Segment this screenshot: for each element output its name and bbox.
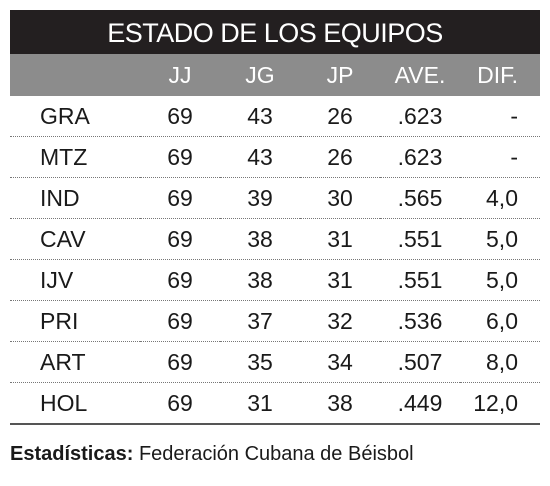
stat-cell: .623 bbox=[380, 136, 460, 178]
table-row: ART 69 35 34.507 8,0 bbox=[10, 341, 540, 383]
standings-panel: ESTADO DE LOS EQUIPOS JJ JG JP AVE. DIF. GRA… bbox=[10, 10, 540, 466]
stat-cell: 6,0 bbox=[460, 300, 540, 342]
column-header: JG bbox=[220, 54, 300, 96]
stat-cell: 31 bbox=[300, 218, 380, 260]
team-cell: IND bbox=[10, 177, 140, 219]
stat-cell: 69 bbox=[140, 300, 220, 342]
stat-cell: .551 bbox=[380, 218, 460, 260]
stat-cell: 35 bbox=[220, 341, 300, 383]
header-row: JJ JG JP AVE. DIF. bbox=[10, 54, 540, 96]
team-cell: PRI bbox=[10, 300, 140, 342]
stat-cell: 38 bbox=[300, 382, 380, 425]
stat-cell: 32 bbox=[300, 300, 380, 342]
stat-cell: .536 bbox=[380, 300, 460, 342]
stat-cell: 69 bbox=[140, 177, 220, 219]
stat-cell: 38 bbox=[220, 218, 300, 260]
stat-cell: 5,0 bbox=[460, 259, 540, 301]
stat-cell: - bbox=[460, 96, 540, 137]
stat-cell: 31 bbox=[220, 382, 300, 425]
table-title: ESTADO DE LOS EQUIPOS bbox=[10, 10, 540, 54]
column-header: DIF. bbox=[460, 54, 540, 96]
standings-table: JJ JG JP AVE. DIF. GRA 69 43 26.623- MTZ 69 43 26.6… bbox=[10, 54, 540, 425]
stat-cell: .623 bbox=[380, 96, 460, 137]
stat-cell: 43 bbox=[220, 96, 300, 137]
stat-cell: 4,0 bbox=[460, 177, 540, 219]
stat-cell: 38 bbox=[220, 259, 300, 301]
stat-cell: 69 bbox=[140, 341, 220, 383]
stat-cell: .565 bbox=[380, 177, 460, 219]
stat-cell: 8,0 bbox=[460, 341, 540, 383]
team-cell: IJV bbox=[10, 259, 140, 301]
table-body: GRA 69 43 26.623- MTZ 69 43 26.623- IND 69 39 30.56… bbox=[10, 96, 540, 425]
stat-cell: 5,0 bbox=[460, 218, 540, 260]
table-row: GRA 69 43 26.623- bbox=[10, 96, 540, 137]
source-text: Federación Cubana de Béisbol bbox=[138, 443, 414, 465]
stat-cell: .449 bbox=[380, 382, 460, 425]
column-header bbox=[10, 54, 140, 96]
column-header: JP bbox=[300, 54, 380, 96]
stat-cell: 69 bbox=[140, 218, 220, 260]
stat-cell: 30 bbox=[300, 177, 380, 219]
table-row: HOL 69 31 38.449 12,0 bbox=[10, 382, 540, 425]
source-label: Estadísticas: bbox=[10, 443, 134, 465]
table-row: CAV 69 38 31.551 5,0 bbox=[10, 218, 540, 260]
stat-cell: 26 bbox=[300, 96, 380, 137]
stat-cell: .507 bbox=[380, 341, 460, 383]
stat-cell: 69 bbox=[140, 136, 220, 178]
column-header: JJ bbox=[140, 54, 220, 96]
team-cell: MTZ bbox=[10, 136, 140, 178]
stat-cell: 39 bbox=[220, 177, 300, 219]
stat-cell: 37 bbox=[220, 300, 300, 342]
team-cell: GRA bbox=[10, 96, 140, 137]
stat-cell: 31 bbox=[300, 259, 380, 301]
team-cell: CAV bbox=[10, 218, 140, 260]
stat-cell: .551 bbox=[380, 259, 460, 301]
stat-cell: 69 bbox=[140, 259, 220, 301]
table-row: IJV 69 38 31.551 5,0 bbox=[10, 259, 540, 301]
stat-cell: 69 bbox=[140, 382, 220, 425]
stat-cell: 43 bbox=[220, 136, 300, 178]
team-cell: ART bbox=[10, 341, 140, 383]
stat-cell: 26 bbox=[300, 136, 380, 178]
table-row: MTZ 69 43 26.623- bbox=[10, 136, 540, 178]
team-cell: HOL bbox=[10, 382, 140, 425]
table-row: IND 69 39 30.565 4,0 bbox=[10, 177, 540, 219]
stat-cell: - bbox=[460, 136, 540, 178]
source-note: Estadísticas: Federación Cubana de Béisb… bbox=[10, 443, 540, 466]
stat-cell: 12,0 bbox=[460, 382, 540, 425]
stat-cell: 34 bbox=[300, 341, 380, 383]
column-header: AVE. bbox=[380, 54, 460, 96]
table-row: PRI 69 37 32.536 6,0 bbox=[10, 300, 540, 342]
stat-cell: 69 bbox=[140, 96, 220, 137]
